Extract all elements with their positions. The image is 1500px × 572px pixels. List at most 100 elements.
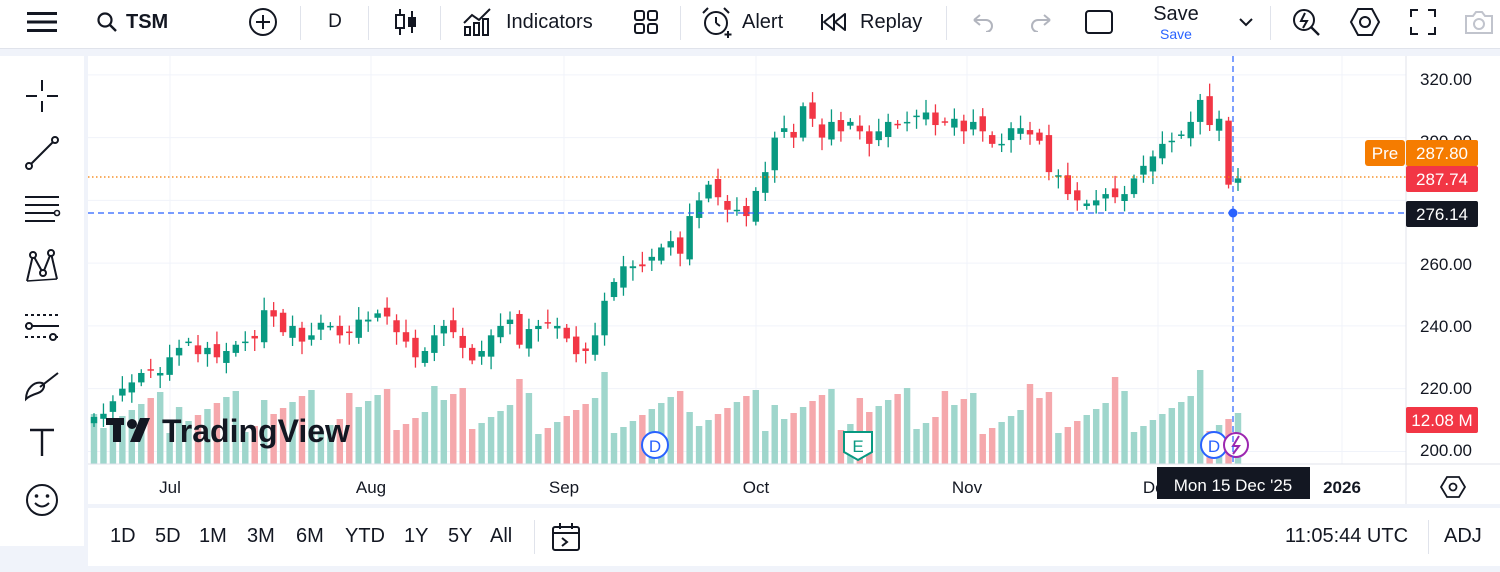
candle-body xyxy=(960,120,968,132)
quick-search-icon[interactable] xyxy=(1288,0,1324,44)
candle-body xyxy=(724,200,731,210)
crosshair-icon[interactable] xyxy=(20,74,64,118)
candle-body xyxy=(676,237,684,254)
volume-bar xyxy=(752,390,760,464)
volume-bar xyxy=(572,410,580,464)
volume-bar xyxy=(525,393,533,464)
svg-text:Pre: Pre xyxy=(1372,144,1398,163)
volume-bar xyxy=(667,397,674,464)
volume-bar xyxy=(695,426,703,464)
svg-text:287.74: 287.74 xyxy=(1416,170,1468,189)
go-to-date-icon[interactable] xyxy=(550,521,582,553)
chevron-down-icon[interactable] xyxy=(1232,0,1260,44)
candle-body xyxy=(563,327,570,339)
save-label: Save xyxy=(1153,3,1199,25)
candle-body xyxy=(591,335,599,355)
camera-icon[interactable] xyxy=(1460,0,1498,44)
volume-bar xyxy=(270,414,277,464)
brush-icon[interactable] xyxy=(20,364,64,408)
compare-symbol-icon[interactable] xyxy=(243,0,283,44)
pattern-icon[interactable] xyxy=(20,245,64,289)
chart-settings-icon[interactable] xyxy=(1439,476,1467,498)
candle-body xyxy=(941,121,949,123)
redo-icon[interactable] xyxy=(1024,0,1058,44)
settings-icon[interactable] xyxy=(1346,0,1384,44)
volume-bar xyxy=(743,396,750,464)
replay-button[interactable]: Replay xyxy=(820,0,930,44)
volume-bar xyxy=(1130,432,1138,464)
range-1y[interactable]: 1Y xyxy=(404,525,429,547)
expand-icon[interactable] xyxy=(1404,0,1442,44)
candle-body xyxy=(544,322,552,324)
flash-marker-icon[interactable] xyxy=(1223,432,1249,458)
candle-body xyxy=(733,209,741,212)
volume-bar xyxy=(506,405,514,464)
forecasting-tools-icon[interactable] xyxy=(20,304,64,348)
volume-bar xyxy=(1140,426,1147,464)
range-all[interactable]: All xyxy=(490,525,513,547)
indicators-button[interactable]: Indicators xyxy=(462,0,602,44)
interval-button[interactable]: D xyxy=(328,11,342,32)
candle-body xyxy=(818,124,826,138)
indicators-label: Indicators xyxy=(506,10,593,33)
range-1m[interactable]: 1M xyxy=(199,525,227,547)
volume-bar xyxy=(629,421,637,464)
chart-pane[interactable]: TradingView D E D 320.00 300.00 260.00 xyxy=(88,56,1500,504)
adj-toggle[interactable]: ADJ xyxy=(1444,525,1482,547)
volume-bar xyxy=(988,428,996,464)
svg-text:200.00: 200.00 xyxy=(1420,441,1472,460)
range-ytd[interactable]: YTD xyxy=(345,525,385,547)
candle-body xyxy=(364,319,372,322)
candles-chart-type-icon[interactable] xyxy=(388,0,424,44)
candle-body xyxy=(799,106,807,138)
range-5y[interactable]: 5Y xyxy=(448,525,473,547)
fib-retracement-icon[interactable] xyxy=(20,188,64,232)
earnings-marker[interactable]: E xyxy=(843,431,873,462)
volume-bar xyxy=(440,400,448,464)
menu-icon[interactable] xyxy=(20,0,64,44)
emoji-icon[interactable] xyxy=(20,478,64,522)
volume-bar xyxy=(346,393,353,464)
svg-text:D: D xyxy=(1208,437,1220,456)
range-3m[interactable]: 3M xyxy=(247,525,275,547)
layout-icon[interactable] xyxy=(628,0,664,44)
range-1d[interactable]: 1D xyxy=(110,525,136,547)
svg-text:Oct: Oct xyxy=(743,478,770,497)
candle-body xyxy=(440,325,448,334)
volume-bar xyxy=(421,412,429,464)
dividend-marker[interactable]: D xyxy=(641,431,669,459)
svg-text:Sep: Sep xyxy=(549,478,579,497)
svg-text:260.00: 260.00 xyxy=(1420,255,1472,274)
candle-body xyxy=(979,116,986,132)
volume-bar xyxy=(714,414,722,464)
volume-bar xyxy=(979,434,986,464)
volume-bar xyxy=(119,416,126,464)
price-chart[interactable]: TradingView D E D 320.00 300.00 260.00 xyxy=(88,56,1500,504)
volume-bar xyxy=(733,402,741,464)
candle-body xyxy=(374,313,381,318)
undo-icon[interactable] xyxy=(966,0,1000,44)
symbol-search-button[interactable]: TSM xyxy=(96,0,186,44)
range-5d[interactable]: 5D xyxy=(155,525,181,547)
fullscreen-box-icon[interactable] xyxy=(1080,0,1118,44)
utc-time[interactable]: 11:05:44 UTC xyxy=(1285,525,1409,547)
bottom-toolbar: 1D 5D 1M 3M 6M YTD 1Y 5Y All 11:05:44 UT… xyxy=(88,508,1500,566)
candle-body xyxy=(884,121,892,137)
candle-body xyxy=(1092,200,1100,206)
top-toolbar: TSM D Indicators Alert Replay Save Save xyxy=(0,0,1500,49)
candle-body xyxy=(1064,175,1072,195)
price-axis[interactable]: 320.00 300.00 260.00 240.00 220.00 200.0… xyxy=(1420,70,1472,460)
trend-line-icon[interactable] xyxy=(20,131,64,175)
volume-bar xyxy=(780,419,788,464)
save-button[interactable]: Save Save xyxy=(1140,2,1212,44)
range-6m[interactable]: 6M xyxy=(296,525,324,547)
volume-bar xyxy=(941,391,949,464)
volume-bar xyxy=(676,391,684,464)
text-tool-icon[interactable] xyxy=(20,420,64,464)
alert-button[interactable]: Alert xyxy=(700,0,794,44)
candle-body xyxy=(213,344,221,358)
volume-bar xyxy=(705,420,712,464)
candle-body xyxy=(487,335,495,357)
candle-body xyxy=(336,325,344,336)
candle-body xyxy=(478,351,485,357)
